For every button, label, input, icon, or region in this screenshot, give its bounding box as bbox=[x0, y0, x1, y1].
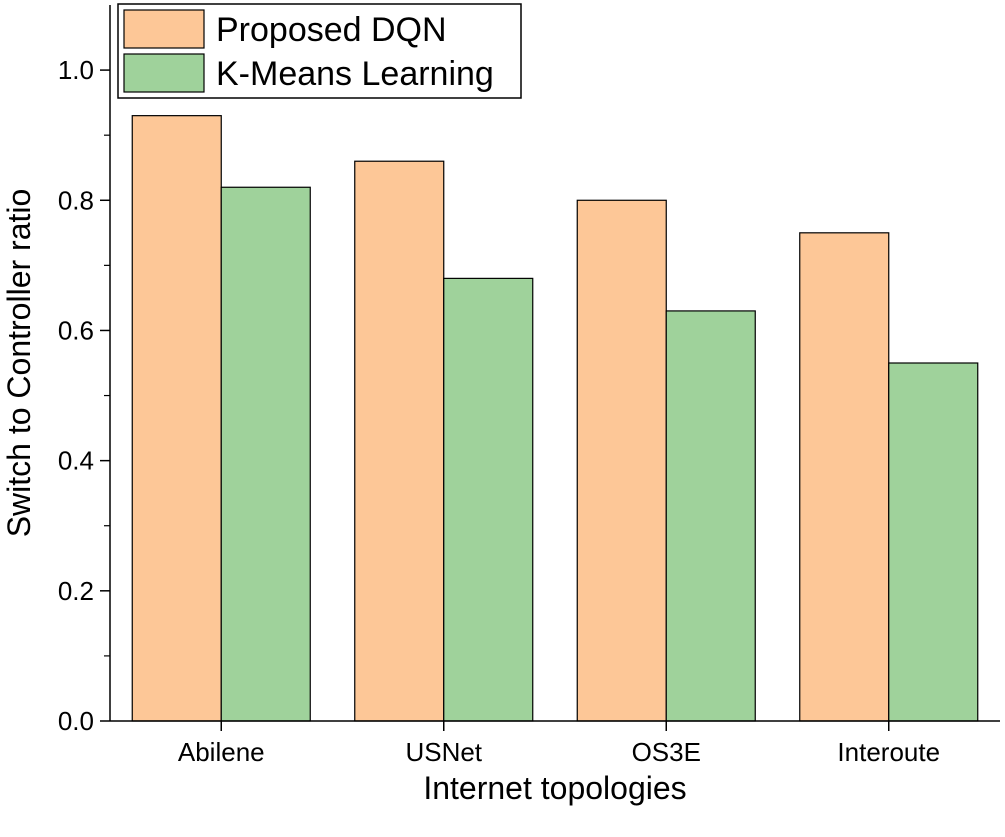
y-tick-label: 0.4 bbox=[58, 446, 94, 476]
legend: Proposed DQN K-Means Learning bbox=[117, 3, 522, 99]
bar-interoute-series-2 bbox=[888, 362, 979, 722]
bar-interoute-series-1 bbox=[799, 232, 890, 722]
x-axis-label: Internet topologies bbox=[423, 770, 686, 806]
legend-swatch-2 bbox=[123, 53, 205, 93]
legend-label-1: Proposed DQN bbox=[216, 11, 447, 49]
bar-usnet-series-1 bbox=[354, 160, 445, 722]
y-tick-label: 0.6 bbox=[58, 315, 94, 345]
y-axis-label: Switch to Controller ratio bbox=[1, 189, 37, 538]
bar-abilene-series-1 bbox=[131, 115, 222, 722]
x-axis-ticks: Abilene USNet OS3E Interoute bbox=[178, 721, 940, 767]
y-tick-label: 0.0 bbox=[58, 706, 94, 736]
y-axis-ticks: 0.0 0.2 0.4 0.6 0.8 1.0 bbox=[58, 55, 110, 736]
y-tick-label: 0.8 bbox=[58, 185, 94, 215]
bar-os3e-series-2 bbox=[665, 310, 756, 722]
y-tick-label: 0.2 bbox=[58, 576, 94, 606]
bars-layer bbox=[131, 115, 979, 722]
legend-label-2: K-Means Learning bbox=[216, 55, 494, 93]
bar-usnet-series-2 bbox=[443, 277, 534, 722]
legend-swatch-1 bbox=[123, 9, 205, 49]
bar-os3e-series-1 bbox=[576, 199, 667, 722]
x-tick-label-usnet: USNet bbox=[405, 737, 482, 767]
x-tick-label-abilene: Abilene bbox=[178, 737, 265, 767]
x-tick-label-interoute: Interoute bbox=[837, 737, 940, 767]
y-tick-label: 1.0 bbox=[58, 55, 94, 85]
bar-abilene-series-2 bbox=[220, 186, 311, 722]
x-tick-label-os3e: OS3E bbox=[632, 737, 701, 767]
